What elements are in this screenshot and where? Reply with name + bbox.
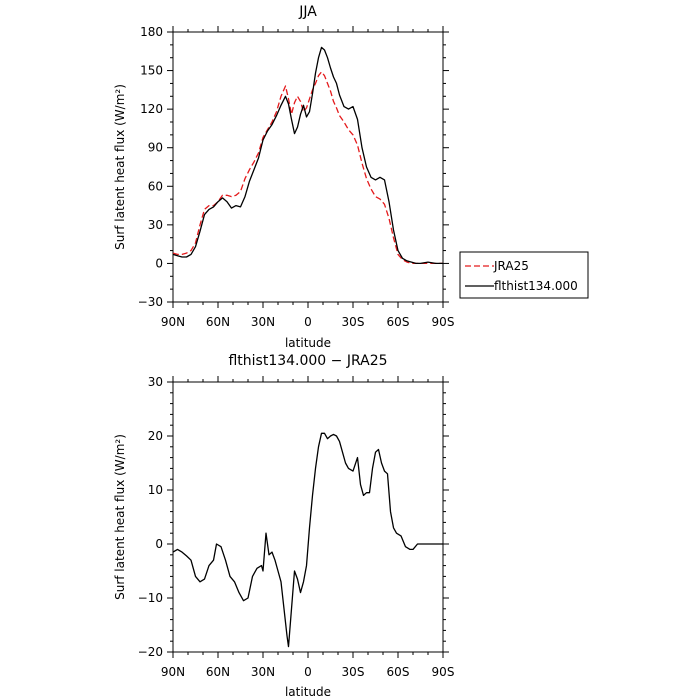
top-y-tick-label: 180 [140,25,163,39]
bottom-y-tick-label: −10 [138,591,163,605]
bottom-y-tick-label: 0 [155,537,163,551]
bottom-x-tick-label: 30S [342,665,365,679]
bottom-y-tick-label: 10 [148,483,163,497]
top-x-tick-label: 30S [342,315,365,329]
legend-label-jra25: JRA25 [493,259,529,273]
bottom-x-tick-label: 90S [432,665,455,679]
top-x-tick-label: 30N [251,315,275,329]
top-y-tick-label: −30 [138,295,163,309]
top-y-tick-label: 90 [148,141,163,155]
top-x-tick-label: 60N [206,315,230,329]
bottom-x-tick-label: 60N [206,665,230,679]
legend-box [459,251,589,299]
bottom-chart-xlabel: latitude [285,685,331,699]
bottom-series-difference [172,432,443,648]
bottom-x-tick-label: 60S [387,665,410,679]
top-series-jra25 [172,71,443,265]
bottom-chart-group: 90N 60N 30N 0 30S 60S 90S −20 −10 0 10 20 30 [138,375,455,679]
bottom-x-tick-label: 90N [161,665,185,679]
bottom-chart-title: flthist134.000 − JRA25 [228,353,387,369]
top-chart-xlabel: latitude [285,336,331,350]
top-x-tick-label: 90N [161,315,185,329]
top-y-tick-label: 150 [140,64,163,78]
top-y-tick-label: 60 [148,179,163,193]
top-x-tick-label: 0 [304,315,312,329]
bottom-plot-frame [172,381,444,653]
top-plot-frame [172,31,444,303]
bottom-chart-ylabel: Surf latent heat flux (W/m²) [113,434,127,600]
top-y-tick-label: 0 [155,256,163,270]
top-chart-ylabel: Surf latent heat flux (W/m²) [113,84,127,250]
top-series-flthist134-000 [172,46,443,265]
bottom-x-tick-label: 30N [251,665,275,679]
bottom-y-tick-label: 30 [148,375,163,389]
legend: JRA25 flthist134.000 [459,251,589,299]
top-y-tick-label: 30 [148,218,163,232]
legend-label-flthist: flthist134.000 [494,279,578,293]
top-chart-title: JJA [298,4,317,20]
top-x-tick-label: 60S [387,315,410,329]
top-chart-group: 90N 60N 30N 0 30S 60S 90S −30 0 30 60 90 120 150 180 [138,25,455,329]
bottom-x-tick-label: 0 [304,665,312,679]
bottom-y-tick-label: −20 [138,645,163,659]
top-x-tick-label: 90S [432,315,455,329]
top-y-tick-label: 120 [140,102,163,116]
bottom-y-tick-label: 20 [148,429,163,443]
